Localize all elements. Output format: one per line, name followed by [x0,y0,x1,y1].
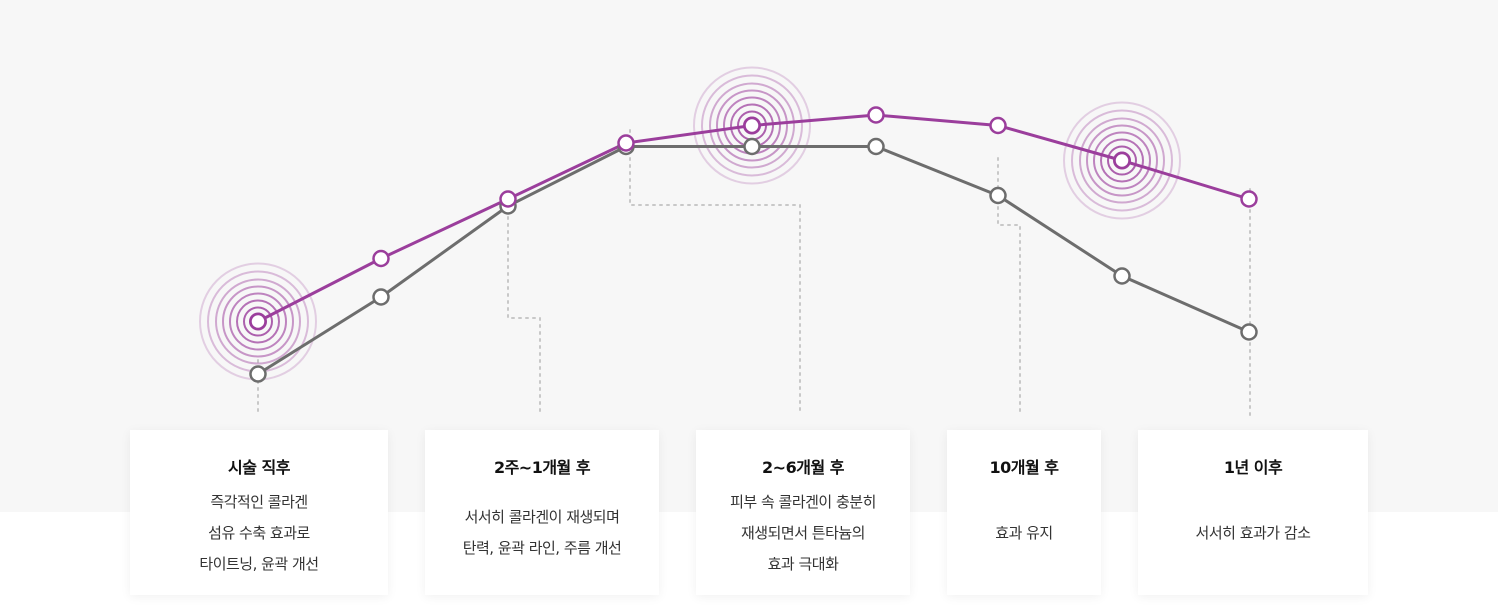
stage-title: 10개월 후 [989,458,1060,477]
highlight-ring [1086,124,1158,197]
data-point-grey [249,365,267,383]
data-point-purple [249,312,267,331]
stage-card-immediate: 시술 직후 즉각적인 콜라겐 섬유 수축 효과로 타이트닝, 윤곽 개선 [130,430,388,595]
stage-description: 서서히 효과가 감소 [1195,523,1311,542]
data-point-purple [743,116,761,135]
stage-description: 즉각적인 콜라겐 섬유 수축 효과로 타이트닝, 윤곽 개선 [199,492,319,573]
data-point-grey [867,137,885,156]
data-point-purple [1240,190,1258,208]
data-point-purple [499,190,517,208]
highlight-ring [1079,117,1165,204]
highlight-ring [716,89,788,162]
series-points [249,106,1258,383]
data-point-purple [989,116,1007,135]
data-point-grey [1113,267,1131,285]
connector-line [507,202,541,413]
stage-description: 서서히 콜라겐이 재생되며 탄력, 윤곽 라인, 주름 개선 [462,508,622,557]
data-point-grey [989,186,1007,205]
highlight-ring [1093,131,1151,190]
highlight-ring [236,299,280,344]
stage-title: 1년 이후 [1223,458,1283,477]
data-point-purple [617,134,635,152]
stage-card-after-1year: 1년 이후 서서히 효과가 감소 [1138,430,1368,595]
highlight-ring [701,74,803,177]
series-line-grey [256,145,1251,376]
data-point-purple [1113,151,1131,170]
data-point-grey [743,137,761,156]
stage-description: 효과 유지 [995,523,1053,542]
highlight-ring [222,285,294,358]
effect-timeline-chart [199,66,1258,419]
highlight-ring [1063,101,1181,220]
stage-title: 시술 직후 [228,458,290,477]
stage-title: 2~6개월 후 [762,458,844,477]
highlight-ring [215,278,301,365]
data-point-purple [372,249,390,268]
chart-background-panel [0,0,1498,512]
highlight-ring [709,82,795,169]
stage-title: 2주~1개월 후 [493,458,591,477]
highlight-ring [1100,138,1144,183]
stage-card-2weeks-1month: 2주~1개월 후 서서히 콜라겐이 재생되며 탄력, 윤곽 라인, 주름 개선 [425,430,659,595]
data-point-grey [1240,323,1258,341]
highlight-ring [1071,109,1173,212]
highlight-ring [229,292,287,351]
highlight-ring [243,306,273,337]
connector-lines [257,129,1251,419]
stage-card-2-6months: 2~6개월 후 피부 속 콜라겐이 충분히 재생되면서 튼타늄의 효과 극대화 [696,430,910,595]
connector-line [629,129,801,413]
highlight-ring [1107,145,1137,176]
connector-line [997,157,1021,413]
highlight-rings [199,66,1181,381]
data-point-grey [372,288,390,306]
highlight-ring [693,66,811,185]
stage-description: 피부 속 콜라겐이 충분히 재생되면서 튼타늄의 효과 극대화 [730,492,876,573]
stage-card-10months: 10개월 후 효과 유지 [947,430,1101,595]
data-point-purple [867,106,885,124]
